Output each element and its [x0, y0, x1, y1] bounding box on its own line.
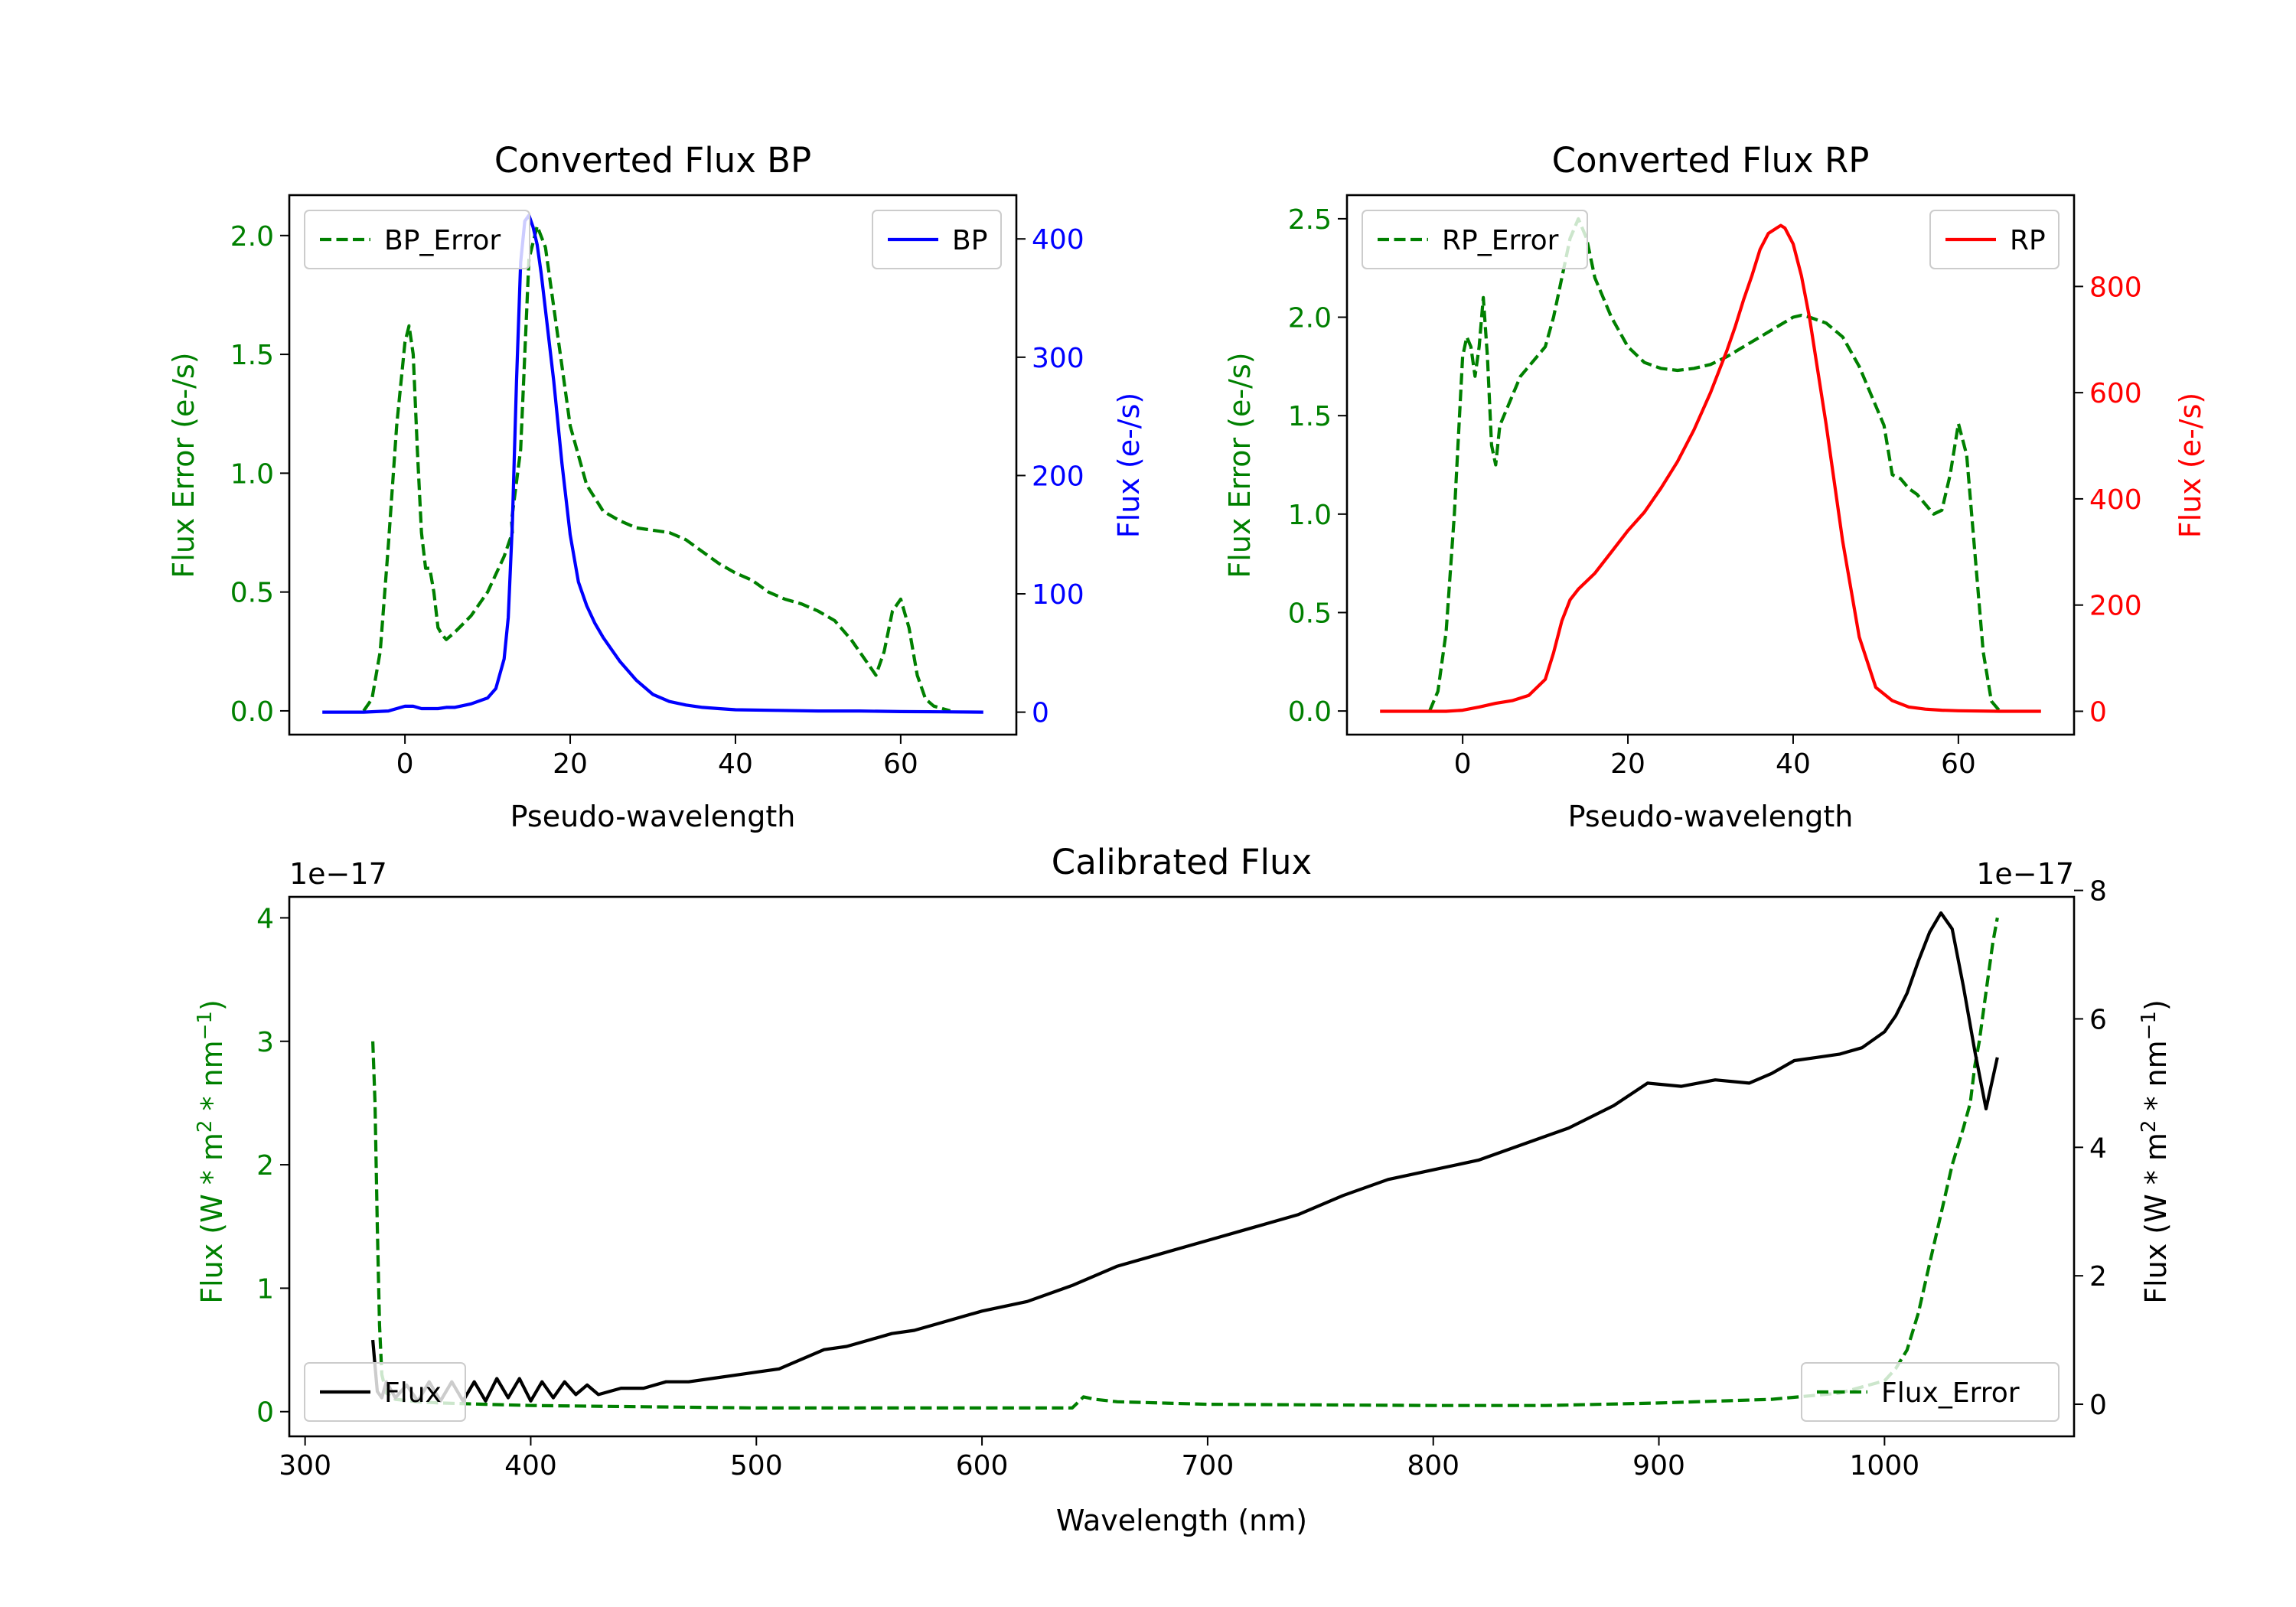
- right-y-tick-label: 0: [2089, 696, 2107, 728]
- legend-label: BP: [952, 225, 987, 256]
- legend: RP_Error RP: [1362, 210, 2060, 269]
- left-offset-text: 1e−17: [289, 857, 387, 891]
- x-tick-label: 1000: [1850, 1450, 1920, 1482]
- legend-box: [1801, 1362, 2060, 1422]
- legend-box: [1362, 210, 1588, 269]
- right-y-tick-label: 600: [2089, 378, 2142, 409]
- right-y-tick-label: 0: [1032, 698, 1049, 729]
- legend-label: Flux: [384, 1377, 442, 1409]
- x-tick-label: 400: [504, 1450, 557, 1482]
- x-tick-label: 40: [718, 748, 753, 780]
- right-y-tick-label: 400: [1032, 224, 1084, 256]
- x-tick-label: 900: [1632, 1450, 1685, 1482]
- right-y-axis-label: Flux (e-/s): [1112, 393, 1146, 538]
- legend-box: [304, 1362, 466, 1422]
- series-line-bp-error: [362, 224, 951, 712]
- left-y-tick-label: 4: [256, 903, 274, 934]
- left-y-tick-label: 0.0: [230, 696, 274, 728]
- left-y-tick-label: 1: [256, 1273, 274, 1305]
- left-y-tick-label: 1.0: [1288, 500, 1332, 531]
- x-tick-label: 600: [956, 1450, 1009, 1482]
- left-y-tick-label: 3: [256, 1027, 274, 1058]
- chart-title: Converted Flux BP: [494, 140, 811, 181]
- series-line-bp: [322, 214, 983, 714]
- legend-label: BP_Error: [384, 225, 501, 256]
- chart-title: Calibrated Flux: [1052, 842, 1312, 882]
- x-tick-label: 0: [396, 748, 414, 780]
- legend-label: Flux_Error: [1881, 1377, 2020, 1409]
- left-y-tick-label: 0: [256, 1397, 274, 1429]
- x-tick-label: 20: [1610, 748, 1645, 780]
- x-tick-label: 60: [883, 748, 918, 780]
- right-y-axis-label: Flux (e-/s): [2174, 393, 2207, 538]
- x-tick-label: 800: [1407, 1450, 1459, 1482]
- x-tick-label: 300: [279, 1450, 331, 1482]
- panel-calibrated-flux: Calibrated Flux Wavelength (nm) 1e−17 1e…: [194, 842, 2173, 1537]
- series-line-rp: [1380, 223, 2041, 713]
- left-y-tick-label: 2.0: [230, 221, 274, 253]
- x-axis-label: Pseudo-wavelength: [1568, 800, 1854, 833]
- x-tick-label: 500: [730, 1450, 783, 1482]
- right-y-tick-label: 2: [2089, 1261, 2107, 1292]
- right-offset-text: 1e−17: [1976, 857, 2074, 891]
- left-y-tick-label: 0.5: [1288, 598, 1332, 629]
- axes-frame: [1345, 194, 2076, 736]
- legend-entry-flux-error: Flux_Error: [1801, 1362, 2060, 1422]
- right-y-tick-label: 8: [2089, 876, 2107, 908]
- right-y-tick-label: 4: [2089, 1133, 2107, 1164]
- right-y-tick-label: 200: [2089, 591, 2142, 622]
- series-line-rp-error: [1428, 217, 2001, 712]
- x-tick-label: 40: [1776, 748, 1811, 780]
- left-y-tick-label: 2.0: [1288, 303, 1332, 334]
- left-y-tick-label: 0.5: [230, 578, 274, 609]
- right-y-tick-label: 100: [1032, 579, 1084, 611]
- left-y-axis-label: Flux (W * m2 * nm−1): [194, 999, 229, 1304]
- legend: BP_Error BP: [304, 210, 1002, 269]
- x-tick-label: 0: [1454, 748, 1472, 780]
- x-tick-label: 60: [1941, 748, 1976, 780]
- right-y-tick-label: 0: [2089, 1390, 2107, 1421]
- left-y-tick-label: 1.5: [1288, 401, 1332, 432]
- legend-entry-rp: RP: [1929, 210, 2060, 269]
- legend-entry-bp-error: BP_Error: [304, 210, 530, 269]
- legend-entry-bp: BP: [872, 210, 1002, 269]
- x-axis-label: Pseudo-wavelength: [510, 800, 796, 833]
- axes-frame: [288, 895, 2076, 1438]
- x-tick-label: 700: [1182, 1450, 1234, 1482]
- plot-area: 0 20 40 60 0.0 0.5 1.0 1.5 2.0 0 100 200 300 400: [230, 214, 1084, 780]
- right-y-tick-label: 800: [2089, 272, 2142, 303]
- right-y-tick-label: 6: [2089, 1004, 2107, 1035]
- plot-area: 0 20 40 60 0.0 0.5 1.0 1.5 2.0 2.5 0 200 400 600 800: [1288, 204, 2142, 780]
- left-y-tick-label: 2: [256, 1150, 274, 1182]
- legend-label: RP: [2010, 225, 2046, 256]
- chart-title: Converted Flux RP: [1552, 140, 1870, 181]
- legend-box: [304, 210, 530, 269]
- left-y-tick-label: 2.5: [1288, 204, 1332, 236]
- axes-frame: [288, 194, 1018, 736]
- legend: Flux Flux_Error: [304, 1362, 2060, 1422]
- legend-entry-rp-error: RP_Error: [1362, 210, 1588, 269]
- left-y-tick-label: 0.0: [1288, 696, 1332, 728]
- right-y-axis-label: Flux (W * m2 * nm−1): [2138, 999, 2173, 1304]
- legend-entry-flux: Flux: [304, 1362, 466, 1422]
- left-y-axis-label: Flux Error (e-/s): [167, 352, 201, 578]
- right-y-tick-label: 300: [1032, 343, 1084, 374]
- series-line-flux: [371, 911, 1999, 1403]
- left-y-tick-label: 1.5: [230, 340, 274, 371]
- right-y-tick-label: 200: [1032, 461, 1084, 492]
- x-tick-label: 20: [553, 748, 588, 780]
- panel-converted-flux-rp: Converted Flux RP Pseudo-wavelength Flux…: [1223, 140, 2207, 833]
- left-y-axis-label: Flux Error (e-/s): [1223, 352, 1257, 578]
- legend-label: RP_Error: [1442, 225, 1559, 256]
- left-y-tick-label: 1.0: [230, 458, 274, 490]
- right-y-tick-label: 400: [2089, 484, 2142, 516]
- panel-converted-flux-bp: Converted Flux BP Pseudo-wavelength Flux…: [167, 140, 1146, 833]
- x-axis-label: Wavelength (nm): [1056, 1504, 1307, 1537]
